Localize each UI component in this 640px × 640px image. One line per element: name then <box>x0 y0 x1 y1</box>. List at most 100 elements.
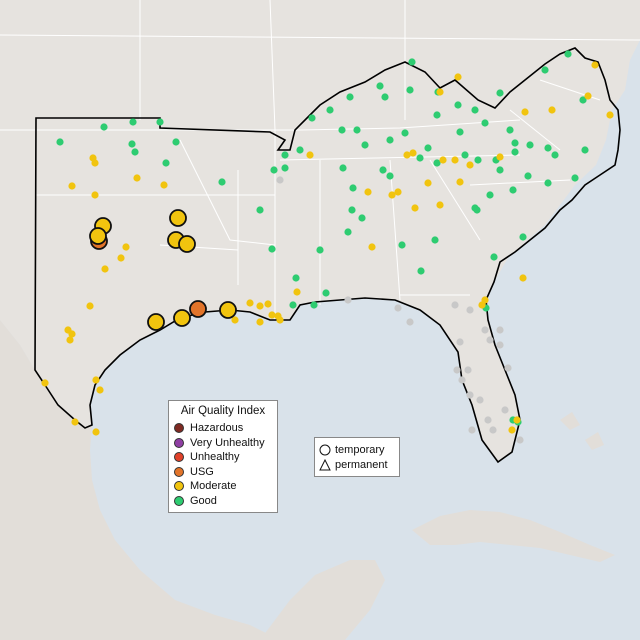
monitor-site-no_data <box>394 304 402 312</box>
monitor-site-no_data <box>504 364 512 372</box>
triangle-icon <box>319 458 331 470</box>
legend-label: Unhealthy <box>190 451 240 464</box>
monitor-site-good <box>496 166 504 174</box>
monitor-site-no_data <box>344 296 352 304</box>
monitor-site-good <box>456 128 464 136</box>
moderate-swatch <box>174 481 184 492</box>
monitor-site-good <box>398 241 406 249</box>
monitor-site-moderate <box>68 330 76 338</box>
monitor-site-good <box>386 136 394 144</box>
monitor-site-moderate <box>606 111 614 119</box>
monitor-site-moderate <box>436 88 444 96</box>
legend-label: Good <box>190 494 217 507</box>
monitor-site-moderate <box>403 151 411 159</box>
monitor-site-good <box>128 140 136 148</box>
monitor-site-moderate <box>71 418 79 426</box>
monitor-site-moderate <box>68 182 76 190</box>
monitor-site-good <box>506 126 514 134</box>
monitor-site-no_data <box>481 326 489 334</box>
good-swatch <box>174 495 184 506</box>
monitor-site-moderate <box>591 61 599 69</box>
monitor-site-good <box>433 159 441 167</box>
monitor-site-moderate <box>451 156 459 164</box>
temporary-monitor-moderate <box>89 227 107 245</box>
monitor-site-good <box>526 141 534 149</box>
monitor-site-good <box>338 126 346 134</box>
monitor-site-good <box>486 191 494 199</box>
monitor-site-good <box>292 274 300 282</box>
monitor-site-good <box>218 178 226 186</box>
monitor-site-good <box>344 228 352 236</box>
monitor-site-moderate <box>101 265 109 273</box>
monitor-site-good <box>541 66 549 74</box>
monitor-site-good <box>326 106 334 114</box>
monitor-site-good <box>339 164 347 172</box>
monitor-site-good <box>381 93 389 101</box>
monitor-site-moderate <box>496 153 504 161</box>
monitor-site-moderate <box>96 386 104 394</box>
legend-item-good: Good <box>169 494 277 509</box>
yucatan-landmass <box>260 560 385 640</box>
monitor-site-good <box>416 154 424 162</box>
very-unhealthy-swatch <box>174 437 184 448</box>
monitor-site-good <box>571 174 579 182</box>
monitor-site-moderate <box>508 426 516 434</box>
monitor-site-no_data <box>458 376 466 384</box>
hazardous-swatch <box>174 423 184 434</box>
monitor-site-moderate <box>481 296 489 304</box>
monitor-site-good <box>361 141 369 149</box>
monitor-site-moderate <box>92 428 100 436</box>
monitor-site-good <box>156 118 164 126</box>
monitor-site-no_data <box>464 366 472 374</box>
monitor-site-no_data <box>451 301 459 309</box>
monitor-site-good <box>406 86 414 94</box>
monitor-site-good <box>461 151 469 159</box>
monitor-site-no_data <box>468 426 476 434</box>
monitor-site-moderate <box>91 159 99 167</box>
legend-item-temporary: temporary <box>319 442 399 457</box>
monitor-site-good <box>424 144 432 152</box>
monitor-site-good <box>256 206 264 214</box>
monitor-site-good <box>474 156 482 164</box>
monitor-site-moderate <box>276 316 284 324</box>
monitor-site-good <box>581 146 589 154</box>
monitor-site-good <box>348 206 356 214</box>
monitor-site-no_data <box>484 416 492 424</box>
temporary-monitor-moderate <box>178 235 196 253</box>
monitor-site-good <box>270 166 278 174</box>
monitor-site-moderate <box>466 161 474 169</box>
monitor-site-good <box>579 96 587 104</box>
monitor-site-good <box>268 245 276 253</box>
monitor-site-moderate <box>246 299 254 307</box>
monitor-site-good <box>544 144 552 152</box>
monitor-site-good <box>316 246 324 254</box>
monitor-site-moderate <box>394 188 402 196</box>
legend-label: Moderate <box>190 480 237 493</box>
monitor-site-moderate <box>306 151 314 159</box>
monitor-site-good <box>408 58 416 66</box>
monitor-site-no_data <box>453 366 461 374</box>
aqi-legend: Air Quality Index Hazardous Very Unhealt… <box>168 400 278 513</box>
monitor-site-good <box>564 50 572 58</box>
aqi-legend-title: Air Quality Index <box>180 405 266 417</box>
monitor-type-legend: temporary permanent <box>314 437 400 477</box>
monitor-site-good <box>346 93 354 101</box>
monitor-site-moderate <box>268 311 276 319</box>
monitor-site-good <box>471 106 479 114</box>
monitor-site-good <box>322 289 330 297</box>
monitor-site-no_data <box>496 326 504 334</box>
monitor-site-moderate <box>439 156 447 164</box>
legend-item-unhealthy: Unhealthy <box>169 450 277 465</box>
monitor-site-no_data <box>466 391 474 399</box>
monitor-site-moderate <box>256 302 264 310</box>
monitor-site-good <box>551 151 559 159</box>
monitor-site-moderate <box>41 379 49 387</box>
legend-item-usg: USG <box>169 465 277 480</box>
monitor-site-good <box>296 146 304 154</box>
monitor-site-good <box>349 184 357 192</box>
monitor-site-moderate <box>388 191 396 199</box>
monitor-site-good <box>511 139 519 147</box>
monitor-site-moderate <box>519 274 527 282</box>
monitor-site-moderate <box>368 243 376 251</box>
monitor-site-good <box>56 138 64 146</box>
